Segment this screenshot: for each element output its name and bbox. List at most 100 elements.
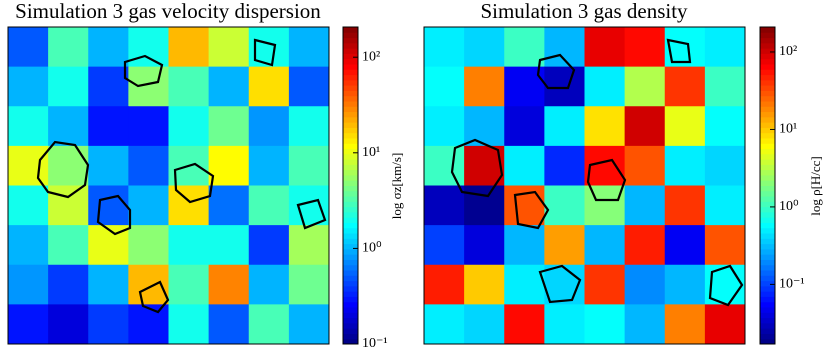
heatmap-cell <box>504 264 545 305</box>
heatmap-cell <box>208 225 250 266</box>
colorbar-tick-label: 10² <box>362 49 380 64</box>
colorbar-swatch <box>343 42 358 49</box>
chart-title: Simulation 3 gas velocity dispersion <box>15 0 321 23</box>
colorbar-frame <box>759 26 776 345</box>
colorbar-swatch <box>343 301 358 308</box>
heatmap-cell <box>704 145 746 186</box>
heatmap-cell <box>88 304 129 345</box>
colorbar-swatch <box>343 259 358 266</box>
heatmap-cell <box>544 304 585 345</box>
colorbar-swatch <box>343 185 358 192</box>
colorbar-swatch <box>760 238 775 245</box>
colorbar-swatch <box>760 217 775 223</box>
heatmap-cell <box>168 106 210 147</box>
heatmap-cell <box>664 106 706 147</box>
heatmap-cell <box>424 106 465 147</box>
heatmap-cell <box>504 145 545 186</box>
colorbar-swatch <box>343 217 358 223</box>
colorbar-swatch <box>760 201 775 208</box>
colorbar-swatch <box>343 180 358 186</box>
colorbar-swatch <box>343 322 358 329</box>
contour <box>253 38 277 67</box>
heatmap-cell <box>128 304 169 345</box>
heatmap-cell <box>248 304 290 345</box>
colorbar-swatch <box>343 127 358 134</box>
colorbar-swatch <box>760 132 775 139</box>
colorbar-swatch <box>343 206 358 213</box>
colorbar-swatch <box>343 79 358 86</box>
heatmap-cell <box>208 145 250 186</box>
heatmap-cell <box>248 225 290 266</box>
colorbar-swatch <box>343 333 358 340</box>
heatmap-cell <box>288 185 330 226</box>
colorbar-swatch <box>760 196 775 202</box>
heatmap-cell <box>624 185 666 226</box>
colorbar-swatch <box>343 291 358 297</box>
contour <box>513 190 550 230</box>
heatmap-cell <box>288 264 330 305</box>
heatmap-cell <box>208 66 250 107</box>
contour <box>138 280 170 314</box>
colorbar-swatch <box>760 111 775 118</box>
colorbar-swatch <box>343 222 358 229</box>
colorbar-label: log σz[km/s] <box>389 153 404 220</box>
colorbar-swatch <box>343 85 358 91</box>
colorbar-swatch <box>343 90 358 97</box>
colorbar-swatch <box>343 169 358 176</box>
colorbar-swatch <box>343 132 358 139</box>
heatmap-cell <box>248 145 290 186</box>
colorbar-swatch <box>760 42 775 49</box>
heatmap-cell <box>208 304 250 345</box>
heatmap-cell <box>48 145 89 186</box>
colorbar-tick-label: 10¹ <box>362 145 380 160</box>
heatmap-cell <box>504 225 545 266</box>
frame <box>423 26 746 345</box>
contour <box>586 158 627 202</box>
colorbar-swatch <box>760 317 775 324</box>
heatmap-cell <box>248 106 290 147</box>
colorbar-swatch <box>760 159 775 165</box>
colorbar-swatch <box>343 270 358 276</box>
colorbar-swatch <box>343 69 358 76</box>
colorbar-swatch <box>760 27 775 33</box>
colorbar-swatch <box>760 164 775 171</box>
contours <box>36 38 744 314</box>
colorbar-swatch <box>760 69 775 76</box>
colorbar-swatch <box>760 79 775 86</box>
colorbar-swatch <box>343 296 358 303</box>
heatmap-cell <box>664 225 706 266</box>
contour <box>96 194 132 236</box>
heatmap-cells <box>424 27 746 345</box>
colorbar-swatch <box>760 106 775 113</box>
colorbar-swatch <box>760 122 775 128</box>
heatmap-cell <box>584 264 626 305</box>
contour <box>123 54 164 88</box>
heatmap-cell <box>584 66 626 107</box>
colorbar-swatch <box>760 312 775 319</box>
colorbar-swatch <box>760 338 775 345</box>
colorbar-swatch <box>760 180 775 186</box>
heatmap-cell <box>208 264 250 305</box>
heatmap-cell <box>168 27 210 68</box>
colorbar-swatch <box>343 159 358 165</box>
colorbar-swatch <box>760 37 775 44</box>
heatmap-cell <box>8 27 49 68</box>
colorbar-swatch <box>760 63 775 70</box>
colorbar-swatch <box>760 206 775 213</box>
heatmap-cell <box>288 66 330 107</box>
heatmap-cell <box>504 106 545 147</box>
heatmap-cell <box>88 185 129 226</box>
colorbar-swatch <box>760 153 775 160</box>
colorbar-tick-label: 10⁻¹ <box>779 277 805 292</box>
colorbar-swatch <box>343 137 358 144</box>
heatmap-cell <box>664 304 706 345</box>
heatmap-cell <box>704 66 746 107</box>
heatmap-cell <box>8 264 49 305</box>
heatmap-cell <box>544 185 585 226</box>
heatmap-cell <box>208 27 250 68</box>
heatmap-cell <box>704 304 746 345</box>
colorbar-swatch <box>760 143 775 150</box>
colorbar-swatch <box>343 27 358 33</box>
colorbar-swatch <box>343 74 358 81</box>
